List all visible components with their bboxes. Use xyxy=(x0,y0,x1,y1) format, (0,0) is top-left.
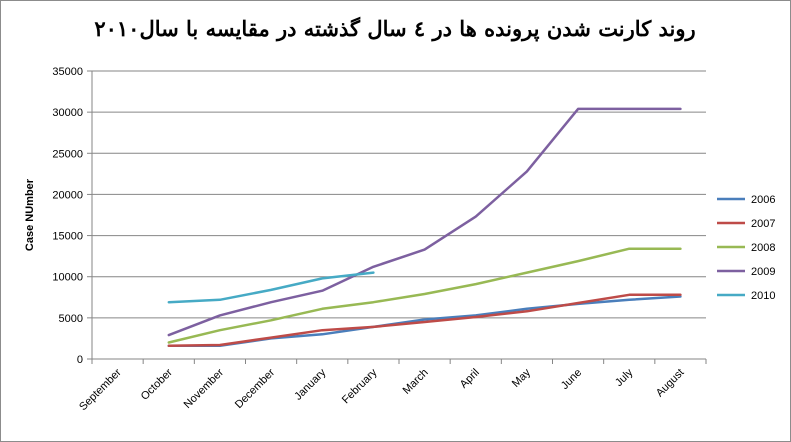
x-tick-label: June xyxy=(559,367,584,392)
axes xyxy=(87,70,707,364)
series-line-2010 xyxy=(167,271,375,304)
x-tick-label: May xyxy=(510,366,534,390)
y-tick-label: 20000 xyxy=(52,189,83,201)
legend-label-2007: 2007 xyxy=(751,218,775,230)
y-tick-label: 0 xyxy=(77,354,83,366)
x-tick-labels: September October November December January F… xyxy=(77,366,686,413)
x-tick-label: December xyxy=(233,366,278,411)
y-tick-label: 5000 xyxy=(59,313,83,325)
legend: 2006 2007 2008 2009 2010 xyxy=(717,194,775,302)
legend-label-2006: 2006 xyxy=(751,194,775,206)
legend-label-2008: 2008 xyxy=(751,242,775,254)
x-tick-label: November xyxy=(182,366,227,411)
x-tick-label: July xyxy=(613,366,636,389)
y-tick-labels: 0 5000 10000 15000 20000 25000 30000 35000 xyxy=(52,66,83,366)
x-tick-label: October xyxy=(139,366,175,402)
chart-title: روند کارنت شدن پرونده ها در ٤ سال گذشته … xyxy=(94,16,695,42)
x-tick-label: April xyxy=(458,367,482,391)
x-tick-label: February xyxy=(340,366,380,406)
x-tick-label: January xyxy=(292,366,329,403)
y-axis-title: Case NUmber xyxy=(24,178,36,251)
series-line-2007 xyxy=(167,293,682,348)
series-line-2009 xyxy=(167,107,682,337)
series-lines xyxy=(167,107,682,348)
y-tick-label: 30000 xyxy=(52,107,83,119)
series-line-2008 xyxy=(167,247,682,344)
y-tick-label: 25000 xyxy=(52,148,83,160)
legend-label-2009: 2009 xyxy=(751,266,775,278)
y-tick-label: 10000 xyxy=(52,272,83,284)
y-tick-label: 15000 xyxy=(52,231,83,243)
y-tick-label: 35000 xyxy=(52,66,83,78)
gridlines xyxy=(92,70,706,319)
legend-label-2010: 2010 xyxy=(751,290,775,302)
x-tick-label: March xyxy=(401,367,431,397)
x-tick-label: September xyxy=(77,366,124,413)
x-tick-label: August xyxy=(654,367,687,400)
